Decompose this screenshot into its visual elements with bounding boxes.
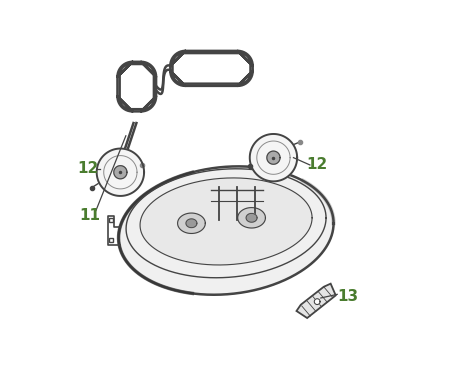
Polygon shape [97,149,144,196]
Polygon shape [314,299,320,305]
Text: 12: 12 [77,161,98,176]
Polygon shape [186,219,197,228]
Polygon shape [140,178,312,265]
Polygon shape [246,213,257,222]
Polygon shape [297,284,336,318]
Polygon shape [118,166,334,295]
Polygon shape [267,151,280,164]
Text: 11: 11 [79,208,100,223]
Text: 13: 13 [337,289,359,304]
Text: 12: 12 [307,158,328,172]
Polygon shape [250,134,297,181]
Polygon shape [178,213,205,233]
Polygon shape [238,208,265,228]
Polygon shape [114,166,127,179]
